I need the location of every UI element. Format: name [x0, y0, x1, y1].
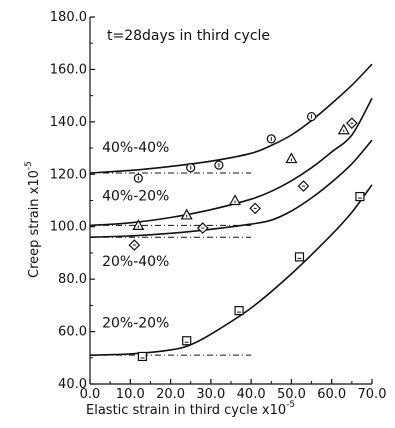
square-marker — [182, 336, 192, 346]
x-tick-label: 0.0 — [80, 387, 101, 402]
square-marker — [137, 351, 147, 362]
triangle-marker — [285, 152, 298, 164]
y-tick-label: 100.0 — [50, 220, 87, 235]
x-axis-title: Elastic strain in third cycle x10-5 — [86, 400, 295, 418]
x-tick-label: 60.0 — [317, 387, 346, 402]
y-tick-label: 80.0 — [58, 272, 87, 287]
series-label: 20%-20% — [102, 316, 169, 332]
fitted-curves — [89, 63, 373, 356]
square-marker — [294, 252, 305, 262]
y-tick-label: 160.0 — [50, 62, 87, 77]
square-marker — [234, 306, 244, 316]
series-label: 40%-20% — [102, 189, 169, 205]
chart-annotation: t=28days in third cycle — [107, 28, 270, 44]
triangle-marker — [337, 123, 350, 135]
fitted-curve — [89, 97, 373, 227]
y-tick-label: 180.0 — [50, 10, 87, 25]
y-tick-label: 140.0 — [50, 115, 87, 130]
series-label: 20%-40% — [102, 254, 169, 270]
data-markers — [128, 112, 365, 362]
x-tick-label: 10.0 — [116, 387, 145, 402]
series-labels: 40%-40% 40%-20% 20%-40% 20%-20% — [102, 140, 169, 332]
x-tick-label: 30.0 — [196, 387, 225, 402]
x-tick-label: 20.0 — [156, 387, 185, 402]
x-tick-label: 40.0 — [237, 387, 266, 402]
fitted-curve — [89, 139, 373, 238]
triangle-marker — [180, 208, 193, 220]
x-ticks: 0.0 10.0 20.0 30.0 40.0 50.0 60.0 70.0 — [80, 379, 387, 402]
triangle-marker — [229, 194, 242, 206]
baselines — [90, 172, 252, 356]
y-axis-title: Creep strain x10-5 — [24, 161, 42, 278]
y-tick-label: 60.0 — [58, 325, 87, 340]
fitted-curve — [89, 63, 373, 174]
x-tick-label: 50.0 — [277, 387, 306, 402]
square-marker — [355, 191, 365, 202]
y-tick-label: 40.0 — [58, 377, 87, 392]
x-tick-label: 70.0 — [358, 387, 387, 402]
triangle-marker — [132, 219, 145, 231]
y-ticks: 40.0 60.0 80.0 100.0 120.0 140.0 160.0 180.0 — [50, 10, 95, 392]
series-label: 40%-40% — [102, 140, 169, 156]
fitted-curve — [89, 184, 373, 356]
y-tick-label: 120.0 — [50, 167, 87, 182]
